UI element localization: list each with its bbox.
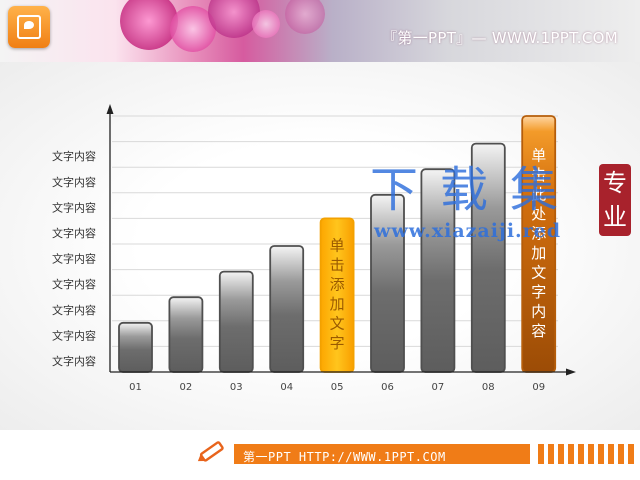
x-tick-label: 02 [180, 382, 193, 393]
bokeh-circle [285, 0, 325, 34]
bar-label-char: 处 [531, 205, 546, 223]
y-tick-label: 文字内容 [52, 175, 96, 189]
x-tick-label: 03 [230, 382, 243, 393]
bar-label-char: 字 [330, 334, 345, 352]
bar [218, 270, 254, 373]
y-tick-label: 文字内容 [52, 303, 96, 317]
bar-label-char: 击 [531, 166, 546, 184]
bar-label-char: 容 [531, 322, 546, 340]
y-tick-label: 文字内容 [52, 354, 96, 368]
seal-char: 专 [603, 169, 627, 197]
pencil-icon [197, 441, 224, 462]
bar-label-char: 文 [330, 315, 345, 333]
bar-rect [269, 245, 305, 373]
watermark-url: www.xiazaiji.red [374, 220, 562, 242]
bar-label-char: 单 [330, 237, 345, 255]
bar-label-char: 单 [531, 147, 546, 165]
y-tick-label: 文字内容 [52, 200, 96, 214]
banner-brand-text: 『第一PPT』— WWW.1PPT.COM [382, 29, 618, 47]
footer-bar [234, 444, 530, 464]
x-tick-label: 08 [482, 382, 495, 393]
axes [106, 104, 576, 376]
bar-label-char: 字 [531, 283, 546, 301]
bokeh-circle [120, 0, 178, 50]
bar-label-char: 此 [531, 186, 546, 204]
bar [118, 321, 153, 373]
footer-text: 第一PPT HTTP://WWW.1PPT.COM [243, 450, 446, 464]
bar-label-char: 加 [330, 295, 345, 313]
y-axis-arrow-icon [106, 104, 114, 114]
seal-char: 业 [603, 203, 627, 231]
bar-label-char: 加 [531, 244, 546, 262]
y-tick-label: 文字内容 [52, 277, 96, 291]
bar-rect [218, 270, 254, 373]
bar [269, 245, 305, 373]
footer-stripes [538, 444, 638, 464]
bar-label-char: 添 [531, 225, 546, 243]
x-tick-label: 04 [280, 382, 293, 393]
watermark-title: 下载集 [370, 162, 581, 218]
bokeh-circle [252, 10, 280, 38]
y-tick-label: 文字内容 [52, 328, 96, 342]
x-tick-label: 07 [432, 382, 445, 393]
header-banner: 『第一PPT』— WWW.1PPT.COM [0, 0, 640, 62]
bar-label-char: 添 [330, 276, 345, 294]
y-tick-label: 文字内容 [52, 149, 96, 163]
x-tick-label: 06 [381, 382, 394, 393]
bar-label-char: 击 [330, 256, 345, 274]
seal-stamp: 专 业 [599, 164, 631, 236]
watermark: 下载集 www.xiazaiji.red [370, 150, 640, 250]
x-axis-labels: 01 02 03 04 05 06 07 08 09 [129, 382, 545, 393]
bar [168, 296, 204, 373]
powerpoint-icon [8, 6, 50, 48]
bar-label-char: 内 [531, 303, 546, 321]
bar-rect [118, 321, 153, 373]
bar-label-char: 文 [531, 264, 546, 282]
y-tick-label: 文字内容 [52, 226, 96, 240]
y-tick-label: 文字内容 [52, 252, 96, 266]
x-tick-label: 01 [129, 382, 142, 393]
bar-rect [168, 296, 204, 373]
x-tick-label: 05 [331, 382, 344, 393]
x-tick-label: 09 [532, 382, 545, 393]
x-axis-arrow-icon [566, 368, 576, 376]
